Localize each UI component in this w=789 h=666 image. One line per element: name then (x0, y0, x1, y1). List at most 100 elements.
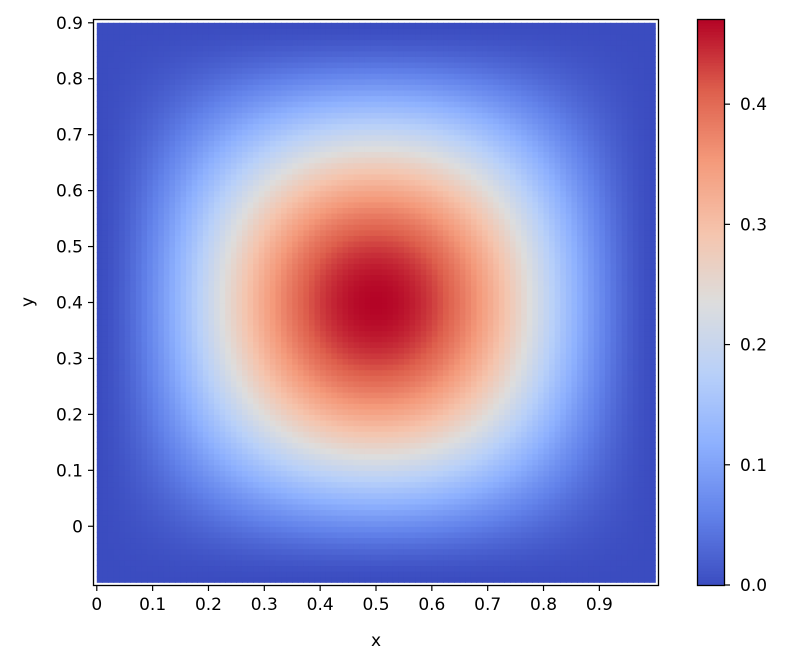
heatmap-cell (163, 453, 170, 460)
heatmap-cell (359, 459, 366, 466)
heatmap-cell (275, 352, 282, 360)
heatmap-cell (571, 464, 578, 471)
heatmap-cell (241, 431, 249, 438)
heatmap-cell (510, 330, 517, 337)
heatmap-cell (219, 369, 226, 376)
heatmap-cell (454, 537, 461, 544)
heatmap-cell (504, 459, 511, 466)
heatmap-cell (504, 425, 511, 432)
heatmap-cell (577, 509, 584, 516)
heatmap-cell (621, 308, 628, 315)
heatmap-cell (627, 380, 634, 388)
heatmap-cell (281, 330, 288, 337)
heatmap-cell (549, 397, 556, 404)
heatmap-cell (180, 565, 187, 572)
heatmap-cell (225, 358, 232, 365)
heatmap-cell (174, 565, 182, 572)
heatmap-cell (314, 442, 321, 449)
heatmap-cell (593, 503, 600, 511)
heatmap-cell (258, 459, 265, 466)
heatmap-cell (554, 531, 561, 539)
heatmap-cell (621, 392, 628, 399)
heatmap-cell (616, 352, 623, 360)
heatmap-cell (537, 397, 545, 404)
heatmap-cell (588, 352, 595, 360)
heatmap-cell (141, 520, 148, 527)
heatmap-cell (565, 475, 573, 483)
heatmap-cell (241, 576, 249, 583)
heatmap-cell (387, 492, 394, 499)
heatmap-cell (292, 302, 299, 309)
heatmap-cell (482, 347, 489, 354)
heatmap-cell (169, 403, 176, 410)
heatmap-cell (364, 336, 372, 343)
heatmap-cell (269, 341, 277, 348)
heatmap-cell (504, 436, 511, 443)
heatmap-cell (537, 470, 545, 477)
heatmap-cell (504, 336, 511, 343)
heatmap-cell (264, 537, 271, 544)
heatmap-cell (247, 543, 254, 550)
heatmap-cell (532, 330, 539, 337)
heatmap-cell (649, 475, 656, 483)
heatmap-cell (521, 475, 528, 483)
heatmap-cell (493, 543, 500, 550)
heatmap-cell (208, 565, 215, 572)
heatmap-cell (230, 364, 237, 371)
heatmap-cell (275, 319, 282, 326)
heatmap-cell (269, 392, 277, 399)
heatmap-cell (96, 559, 103, 567)
heatmap-cell (308, 509, 316, 516)
heatmap-cell (532, 481, 539, 488)
heatmap-cell (649, 509, 656, 516)
heatmap-cell (510, 324, 517, 332)
heatmap-cell (191, 419, 198, 427)
heatmap-cell (292, 313, 299, 320)
heatmap-cell (241, 364, 249, 371)
heatmap-cell (532, 447, 539, 455)
heatmap-cell (158, 487, 165, 494)
heatmap-cell (638, 498, 645, 505)
heatmap-cell (376, 576, 383, 583)
heatmap-cell (208, 481, 215, 488)
heatmap-cell (532, 308, 539, 315)
heatmap-cell (437, 442, 444, 449)
heatmap-cell (420, 464, 427, 471)
heatmap-cell (454, 386, 461, 393)
heatmap-cell (649, 408, 656, 415)
heatmap-cell (258, 352, 265, 360)
heatmap-cell (141, 442, 148, 449)
heatmap-cell (348, 386, 355, 393)
heatmap-cell (537, 330, 545, 337)
heatmap-cell (543, 559, 550, 567)
heatmap-cell (130, 302, 137, 309)
heatmap-cell (163, 571, 170, 578)
heatmap-cell (186, 375, 193, 382)
heatmap-cell (219, 386, 226, 393)
heatmap-cell (264, 341, 271, 348)
heatmap-cell (521, 436, 528, 443)
heatmap-cell (96, 526, 103, 533)
heatmap-cell (588, 341, 595, 348)
heatmap-cell (353, 571, 360, 578)
heatmap-cell (303, 375, 310, 382)
heatmap-cell (621, 425, 628, 432)
heatmap-cell (560, 481, 567, 488)
heatmap-cell (420, 414, 427, 421)
heatmap-cell (571, 453, 578, 460)
heatmap-cell (532, 319, 539, 326)
heatmap-cell (241, 324, 249, 332)
heatmap-cell (364, 565, 372, 572)
heatmap-cell (202, 576, 210, 583)
heatmap-cell (264, 380, 271, 388)
heatmap-cell (415, 531, 422, 539)
heatmap-cell (448, 537, 455, 544)
heatmap-cell (426, 543, 433, 550)
heatmap-cell (415, 537, 422, 544)
heatmap-cell (565, 341, 573, 348)
heatmap-cell (571, 414, 578, 421)
heatmap-cell (476, 453, 483, 460)
heatmap-cell (504, 559, 511, 567)
heatmap-cell (392, 459, 399, 466)
heatmap-cell (353, 559, 360, 567)
